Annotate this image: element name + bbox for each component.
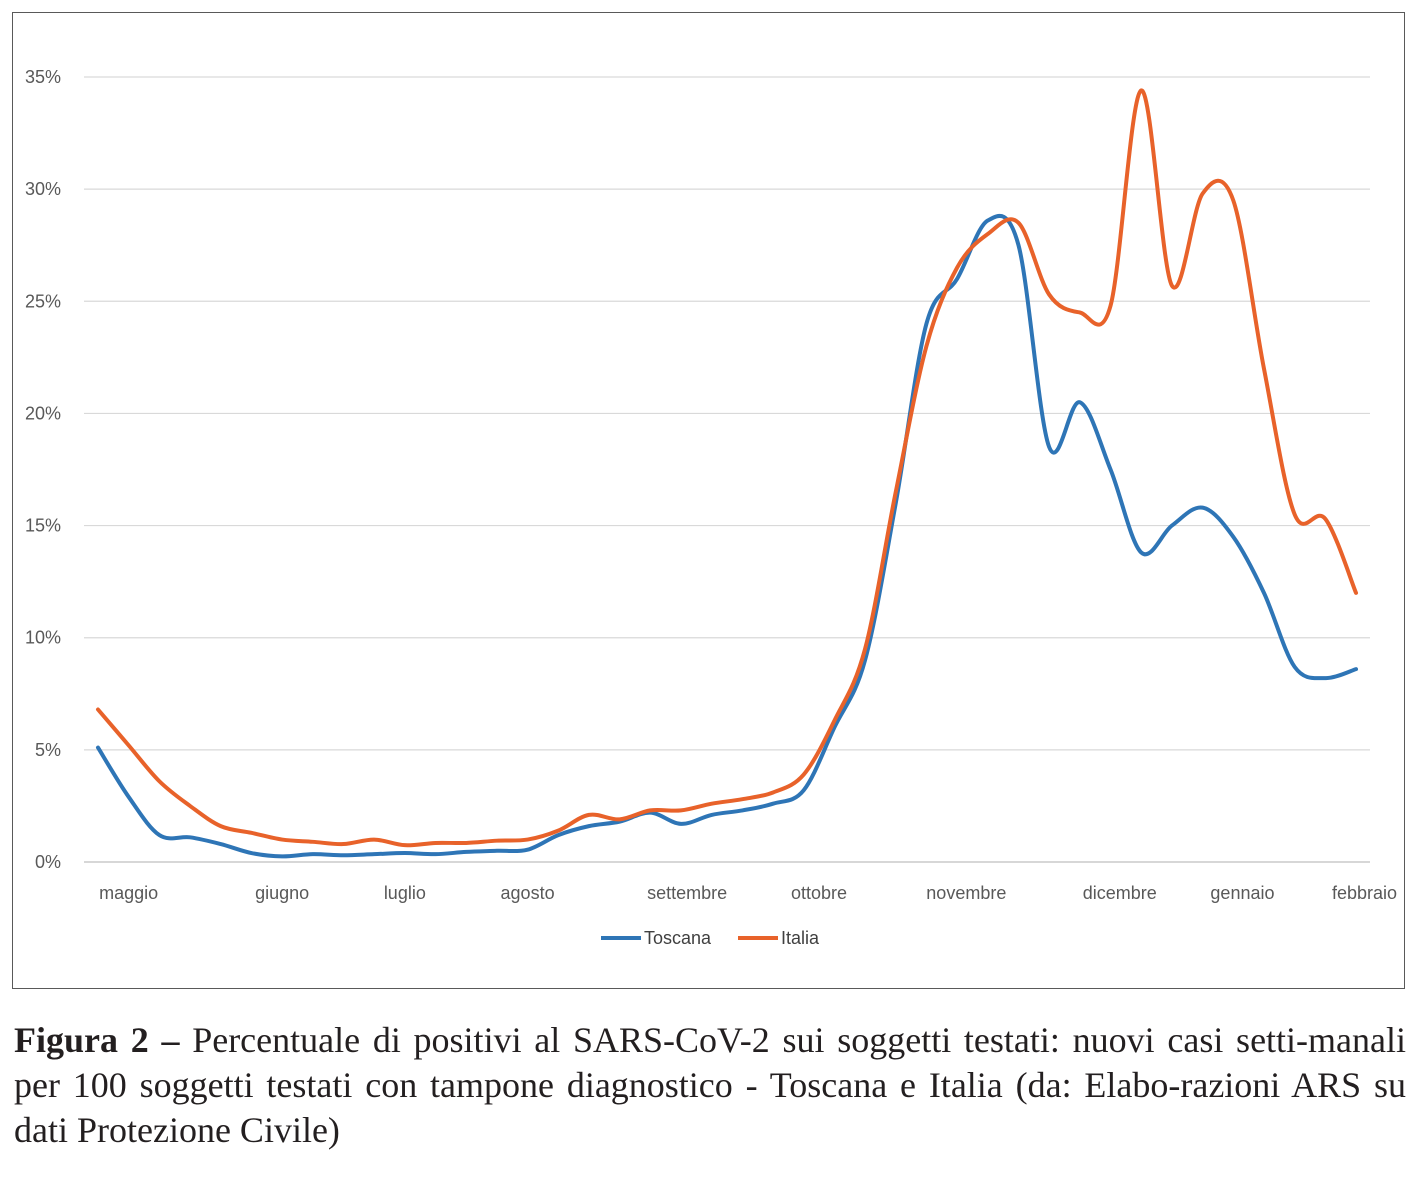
x-tick-label: luglio	[384, 883, 426, 903]
y-tick-label: 15%	[25, 516, 61, 536]
legend-label-italia: Italia	[781, 928, 820, 948]
y-tick-label: 25%	[25, 291, 61, 311]
y-tick-label: 35%	[25, 67, 61, 87]
y-tick-label: 20%	[25, 403, 61, 423]
y-tick-label: 0%	[35, 852, 61, 872]
x-tick-label: ottobre	[791, 883, 847, 903]
y-tick-label: 30%	[25, 179, 61, 199]
figure-caption: Figura 2 – Percentuale di positivi al SA…	[14, 1018, 1406, 1153]
x-tick-label: novembre	[926, 883, 1006, 903]
chart-frame: 0% 5% 10% 15% 20% 25% 30% 35% maggio giugno lugli…	[12, 12, 1405, 989]
x-tick-label: agosto	[501, 883, 555, 903]
y-tick-label: 5%	[35, 740, 61, 760]
series-line-italia	[96, 88, 1358, 848]
legend: Toscana Italia	[601, 928, 820, 948]
x-tick-label: gennaio	[1210, 883, 1274, 903]
caption-text: Percentuale di positivi al SARS-CoV-2 su…	[14, 1020, 1406, 1150]
y-tick-label: 10%	[25, 628, 61, 648]
x-tick-label: dicembre	[1083, 883, 1157, 903]
line-chart: 0% 5% 10% 15% 20% 25% 30% 35% maggio giugno lugli…	[25, 67, 1397, 948]
x-tick-label: giugno	[255, 883, 309, 903]
series-line-toscana	[96, 213, 1358, 859]
gridlines	[84, 76, 1370, 863]
x-tick-label: settembre	[647, 883, 727, 903]
y-axis-ticks: 0% 5% 10% 15% 20% 25% 30% 35%	[25, 67, 61, 872]
series-lines	[96, 88, 1358, 859]
x-tick-label: febbraio	[1332, 883, 1397, 903]
legend-label-toscana: Toscana	[644, 928, 712, 948]
caption-label: Figura 2 –	[14, 1020, 180, 1060]
x-axis-ticks: maggio giugno luglio agosto settembre ottobre…	[99, 883, 1397, 903]
x-tick-label: maggio	[99, 883, 158, 903]
